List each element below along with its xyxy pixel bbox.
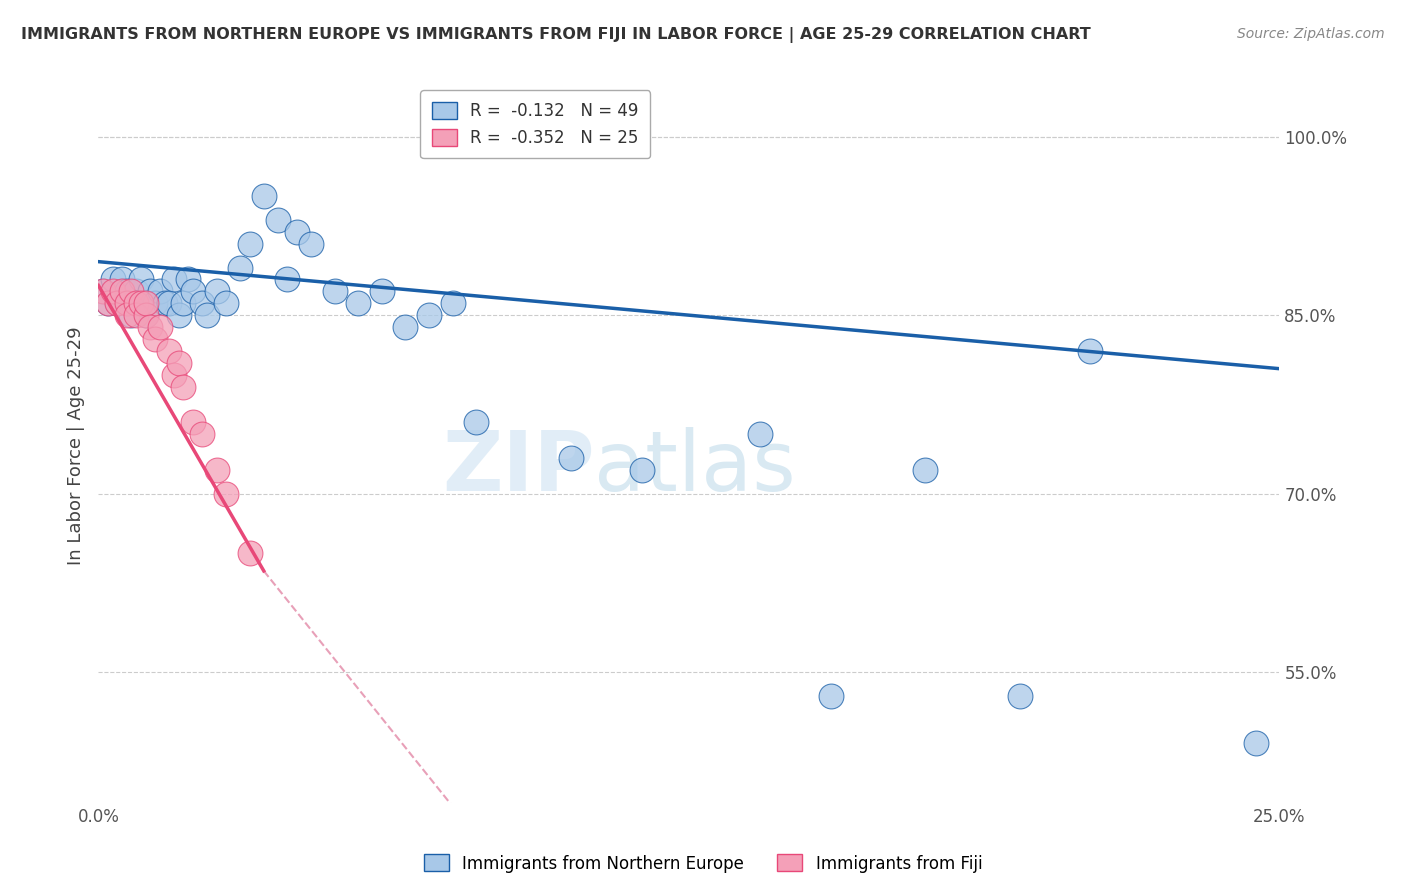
Point: [1080, 343, 1102, 358]
Point: [465, 415, 488, 429]
Point: [181, 415, 204, 429]
Point: [115, 308, 138, 322]
Point: [91, 285, 114, 299]
Point: [239, 546, 262, 560]
Point: [125, 296, 148, 310]
Point: [167, 308, 190, 322]
Point: [135, 308, 157, 322]
Point: [121, 308, 143, 322]
Point: [121, 285, 143, 299]
Point: [111, 272, 134, 286]
Point: [163, 368, 186, 382]
Point: [125, 285, 148, 299]
Point: [191, 296, 214, 310]
Point: [97, 296, 120, 310]
Point: [143, 332, 166, 346]
Point: [91, 285, 114, 299]
Point: [205, 463, 228, 477]
Point: [191, 427, 214, 442]
Point: [195, 308, 218, 322]
Point: [115, 296, 138, 310]
Point: [111, 285, 134, 299]
Point: [418, 308, 440, 322]
Point: [129, 272, 152, 286]
Point: [371, 285, 394, 299]
Point: [135, 296, 157, 310]
Legend: Immigrants from Northern Europe, Immigrants from Fiji: Immigrants from Northern Europe, Immigra…: [418, 847, 988, 880]
Point: [748, 427, 770, 442]
Point: [105, 296, 128, 310]
Y-axis label: In Labor Force | Age 25-29: In Labor Force | Age 25-29: [66, 326, 84, 566]
Point: [129, 296, 152, 310]
Point: [205, 285, 228, 299]
Point: [149, 320, 172, 334]
Point: [105, 296, 128, 310]
Point: [267, 213, 290, 227]
Text: IMMIGRANTS FROM NORTHERN EUROPE VS IMMIGRANTS FROM FIJI IN LABOR FORCE | AGE 25-: IMMIGRANTS FROM NORTHERN EUROPE VS IMMIG…: [21, 27, 1091, 43]
Point: [1244, 736, 1267, 750]
Point: [172, 296, 194, 310]
Point: [253, 189, 276, 203]
Point: [115, 285, 138, 299]
Point: [97, 296, 120, 310]
Point: [157, 343, 180, 358]
Point: [135, 296, 157, 310]
Point: [1008, 689, 1031, 703]
Point: [143, 296, 166, 310]
Point: [153, 296, 176, 310]
Point: [125, 308, 148, 322]
Point: [139, 320, 162, 334]
Point: [394, 320, 416, 334]
Point: [441, 296, 464, 310]
Text: atlas: atlas: [595, 427, 796, 508]
Point: [215, 296, 238, 310]
Point: [323, 285, 346, 299]
Legend: R =  -0.132   N = 49, R =  -0.352   N = 25: R = -0.132 N = 49, R = -0.352 N = 25: [420, 90, 651, 159]
Point: [157, 296, 180, 310]
Point: [215, 486, 238, 500]
Point: [914, 463, 936, 477]
Point: [111, 285, 134, 299]
Point: [239, 236, 262, 251]
Point: [560, 450, 582, 465]
Point: [101, 272, 124, 286]
Point: [630, 463, 652, 477]
Point: [101, 285, 124, 299]
Point: [276, 272, 298, 286]
Point: [139, 285, 162, 299]
Point: [135, 308, 157, 322]
Text: ZIP: ZIP: [441, 427, 595, 508]
Point: [172, 379, 194, 393]
Point: [347, 296, 370, 310]
Point: [115, 296, 138, 310]
Point: [167, 356, 190, 370]
Point: [181, 285, 204, 299]
Point: [820, 689, 842, 703]
Point: [163, 272, 186, 286]
Text: Source: ZipAtlas.com: Source: ZipAtlas.com: [1237, 27, 1385, 41]
Point: [299, 236, 322, 251]
Point: [149, 285, 172, 299]
Point: [285, 225, 308, 239]
Point: [177, 272, 200, 286]
Point: [229, 260, 252, 275]
